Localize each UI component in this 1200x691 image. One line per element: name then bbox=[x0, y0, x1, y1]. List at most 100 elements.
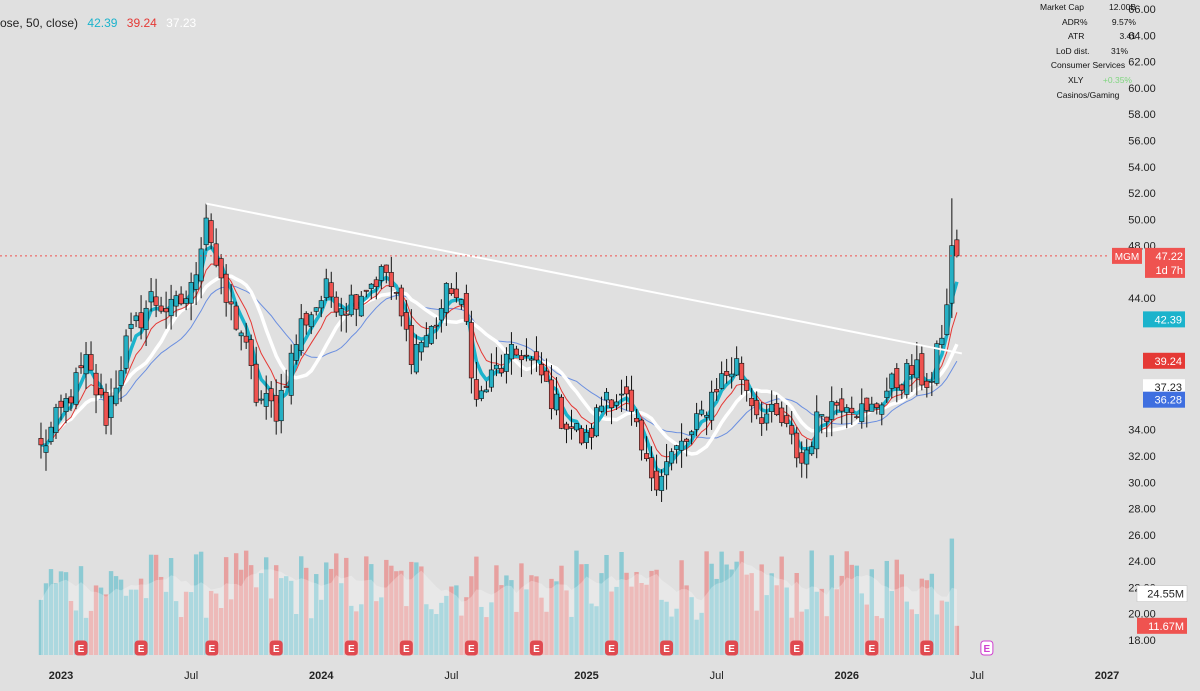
x-tick-label: Jul bbox=[710, 670, 724, 682]
volume-bar bbox=[474, 556, 479, 655]
candle-body bbox=[393, 292, 399, 294]
earnings-badge-box bbox=[865, 640, 879, 656]
candle-body bbox=[889, 373, 895, 389]
x-tick-label: Jul bbox=[970, 670, 984, 682]
volume-bar bbox=[93, 585, 99, 655]
candle-body bbox=[283, 385, 289, 388]
y-tick-label: 26.00 bbox=[1128, 530, 1156, 542]
earnings-badge-box bbox=[464, 640, 478, 656]
lod-value: 31% bbox=[1110, 45, 1128, 56]
volume-bar bbox=[519, 563, 524, 655]
candle-body bbox=[183, 298, 189, 304]
sector-name: Consumer Services bbox=[1050, 60, 1126, 71]
volume-bar bbox=[729, 569, 734, 655]
lod-label: LoD dist. bbox=[1056, 45, 1090, 56]
earnings-badge-box bbox=[660, 640, 674, 656]
y-tick-label: 30.00 bbox=[1128, 477, 1156, 489]
candle-body bbox=[383, 264, 389, 273]
volume-bar bbox=[374, 601, 379, 655]
volume-bar bbox=[859, 593, 864, 655]
candle-body bbox=[93, 372, 99, 396]
candle-body bbox=[118, 370, 124, 386]
ticker-chip-box bbox=[1112, 247, 1142, 264]
candle-body bbox=[108, 395, 114, 419]
earnings-badge-box bbox=[529, 640, 543, 656]
volume-bar bbox=[399, 570, 404, 655]
earnings-badge: E bbox=[134, 640, 148, 656]
candle-body bbox=[709, 391, 715, 421]
volume-bar bbox=[934, 614, 940, 655]
candle-body bbox=[954, 239, 960, 257]
candle-body bbox=[318, 300, 324, 309]
candle-body bbox=[443, 283, 449, 313]
volume-bar bbox=[409, 561, 414, 655]
volume-bar bbox=[609, 591, 614, 655]
volume-bar bbox=[649, 570, 654, 655]
volume-bar bbox=[38, 599, 44, 655]
volume-bar bbox=[63, 572, 69, 655]
candle-body bbox=[789, 425, 795, 435]
volume-bar bbox=[834, 589, 839, 655]
candle-body bbox=[263, 393, 269, 407]
volume-bar bbox=[173, 601, 179, 655]
candle-body bbox=[223, 273, 229, 303]
volume-bar bbox=[484, 617, 489, 655]
volume-bar bbox=[809, 550, 814, 655]
candle-body bbox=[433, 324, 439, 327]
candle-body bbox=[714, 389, 720, 393]
volume-bar bbox=[709, 563, 714, 655]
volume-bar bbox=[594, 606, 599, 655]
volume-bar bbox=[314, 574, 319, 655]
legend-ma-text: ose, 50, close) bbox=[0, 16, 79, 30]
volume-bar bbox=[654, 569, 659, 655]
volume-bar bbox=[153, 554, 159, 655]
volume-bar bbox=[944, 601, 950, 655]
volume-bar bbox=[674, 608, 679, 655]
candle-body bbox=[669, 451, 675, 464]
volume-bar bbox=[339, 583, 344, 655]
candle-body bbox=[158, 305, 164, 312]
x-tick-label: 2026 bbox=[835, 670, 859, 682]
volume-bar bbox=[884, 560, 889, 655]
volume-bar bbox=[569, 616, 574, 655]
volume-bar bbox=[749, 573, 754, 655]
candle-body bbox=[568, 426, 574, 429]
volume-bar bbox=[584, 564, 589, 655]
candle-body bbox=[323, 278, 329, 298]
earnings-badge-label: E bbox=[209, 644, 216, 655]
atr-value: 3.41 bbox=[1119, 31, 1136, 42]
volume-bar bbox=[148, 554, 154, 655]
candle-body bbox=[63, 398, 69, 413]
x-tick-label: 2027 bbox=[1095, 670, 1119, 682]
candle-body bbox=[584, 432, 590, 443]
candle-body bbox=[293, 344, 299, 361]
y-tick-label: 52.00 bbox=[1128, 188, 1156, 200]
market-cap-value: 12.00B bbox=[1109, 2, 1136, 12]
volume-bar bbox=[223, 557, 229, 655]
volume-bar bbox=[188, 592, 194, 655]
candle-body bbox=[503, 353, 509, 372]
candle-body bbox=[844, 407, 850, 413]
candle-body bbox=[53, 407, 59, 433]
candle-body bbox=[639, 419, 645, 451]
volume-bar bbox=[494, 565, 499, 655]
candle-body bbox=[173, 295, 179, 307]
candle-body bbox=[343, 313, 349, 316]
candle-body bbox=[278, 389, 284, 422]
volume-bar bbox=[489, 602, 494, 655]
legend-ema-mid: 39.24 bbox=[126, 16, 157, 30]
earnings-badge-box bbox=[790, 640, 804, 656]
earnings-badge-box bbox=[269, 640, 283, 656]
volume-bar bbox=[699, 612, 704, 655]
volume-bar bbox=[794, 573, 799, 655]
volume-bar bbox=[203, 617, 209, 655]
candle-body bbox=[754, 400, 760, 416]
volume-bar bbox=[228, 599, 234, 655]
volume-bar bbox=[874, 615, 879, 655]
volume-last-tag: 11.67M bbox=[1148, 621, 1184, 633]
candle-body bbox=[138, 312, 144, 329]
volume-bar bbox=[349, 605, 354, 655]
volume-bar bbox=[329, 568, 334, 655]
y-tick-label: 58.00 bbox=[1128, 109, 1156, 121]
